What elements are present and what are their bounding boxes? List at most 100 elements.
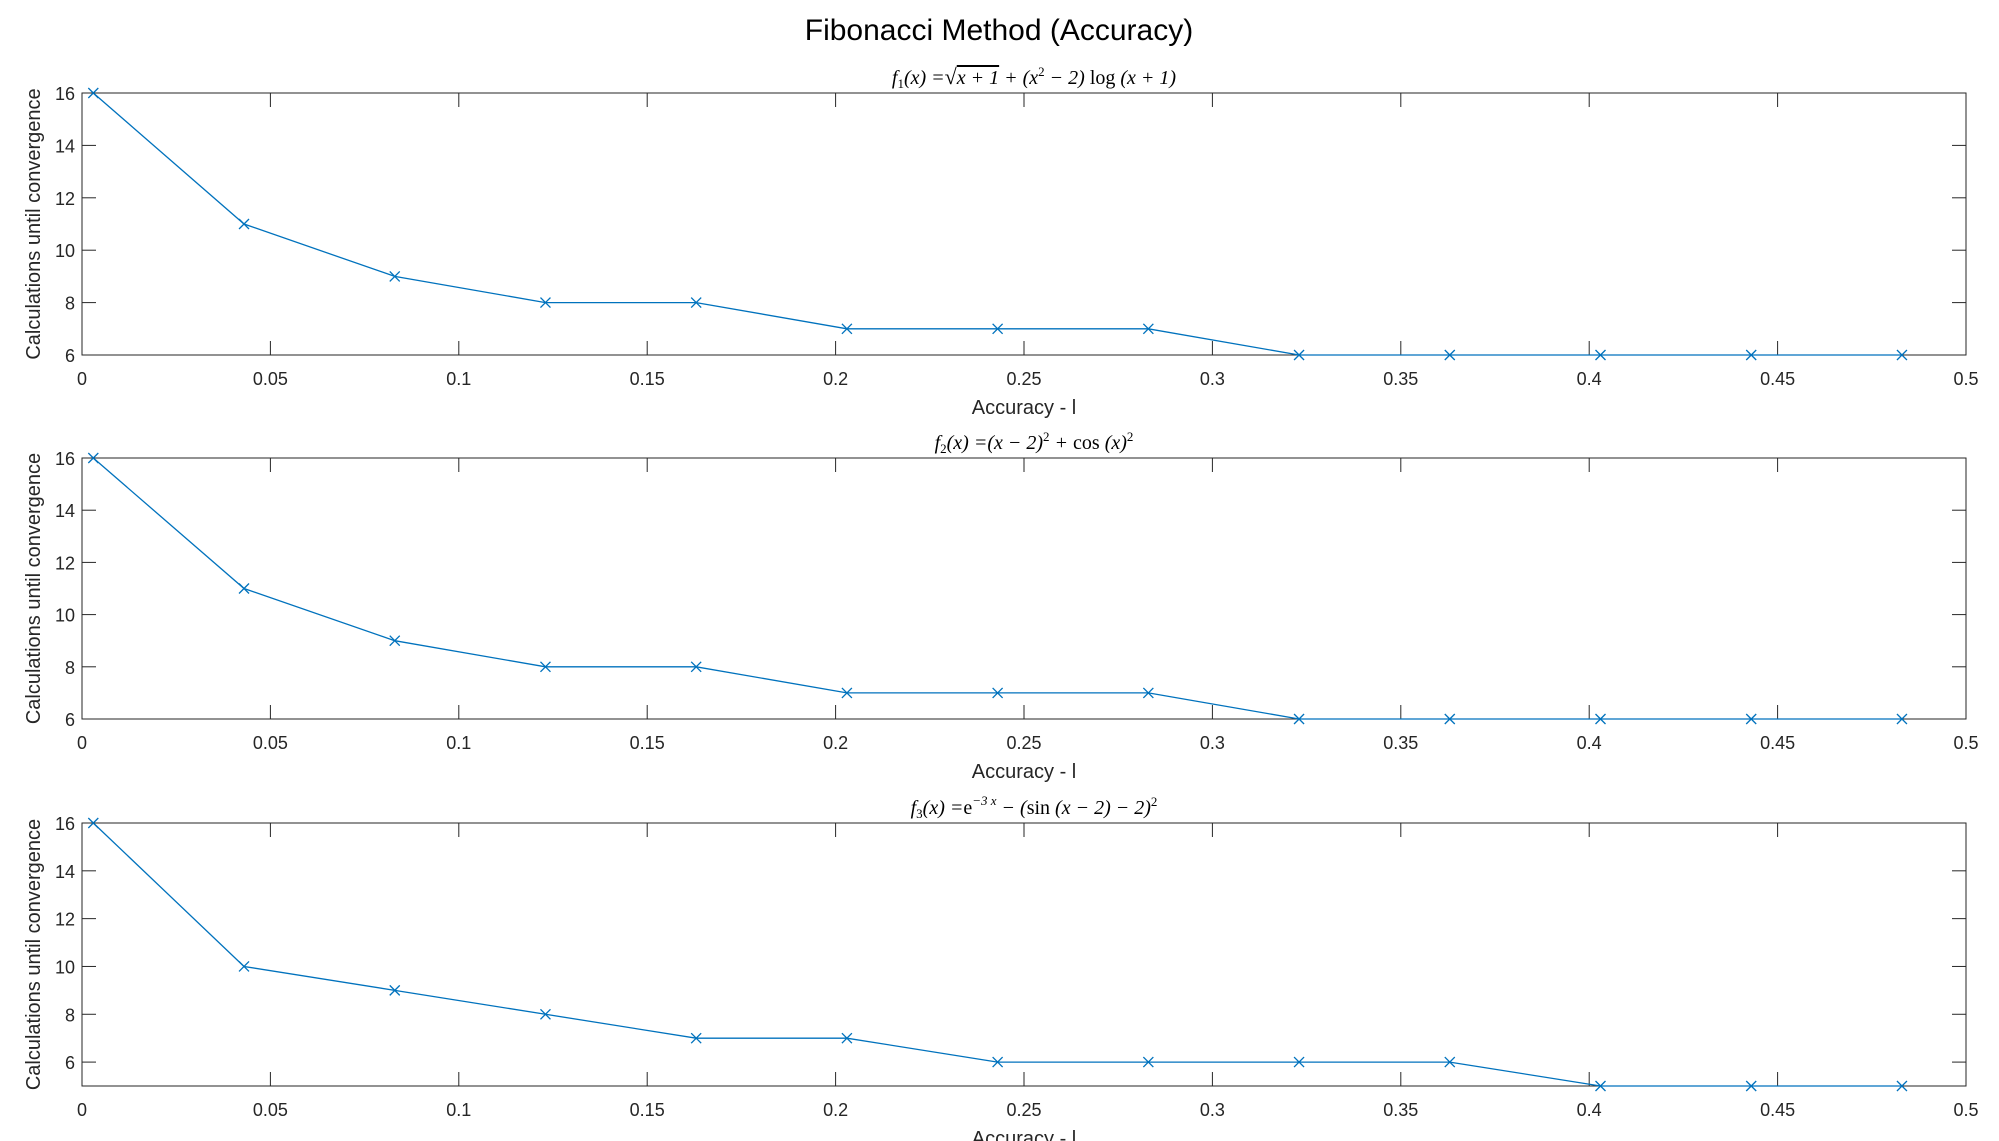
data-point-marker [1142, 1056, 1154, 1068]
data-point-marker [389, 270, 401, 282]
data-point-marker [1745, 349, 1757, 361]
marker-stroke [1595, 1080, 1606, 1092]
y-tick-label: 10 [55, 241, 75, 261]
marker-stroke [1595, 349, 1606, 361]
data-point-marker [992, 323, 1004, 335]
marker-stroke [1745, 1080, 1757, 1092]
x-tick-label: 0 [77, 1100, 87, 1120]
x-tick-label: 0.3 [1200, 369, 1225, 389]
x-tick-label: 0.5 [1953, 733, 1978, 753]
marker-stroke [1142, 323, 1154, 335]
x-axis-label: Accuracy - l [972, 397, 1076, 419]
x-tick-label: 0.35 [1383, 369, 1418, 389]
data-point-marker [1896, 713, 1908, 725]
data-point-marker [540, 661, 551, 673]
data-point-marker [841, 1032, 853, 1044]
y-tick-label: 6 [65, 710, 75, 730]
data-point-marker [841, 323, 853, 335]
marker-stroke [1142, 1056, 1154, 1068]
marker-stroke [841, 1032, 853, 1044]
subplot-title: f2(x) =(x − 2)2 + cos (x)2 [935, 429, 1134, 456]
x-tick-label: 0.4 [1577, 369, 1602, 389]
data-point-marker [992, 1056, 1004, 1068]
data-point-marker [1444, 1056, 1456, 1068]
subplot-1: 0 0.05 0.1 0.15 0.2 0.25 0.3 0.35 0.4 0.45 0.5 6 8 10… [23, 64, 1979, 419]
marker-stroke [87, 817, 99, 829]
y-tick-label: 10 [55, 606, 75, 626]
x-tick-label: 0.3 [1200, 733, 1225, 753]
x-tick-label: 0.2 [823, 1100, 848, 1120]
y-tick-label: 10 [55, 957, 75, 977]
marker-stroke [540, 297, 551, 309]
x-tick-label: 0.25 [1006, 1100, 1041, 1120]
y-tick-label: 6 [65, 346, 75, 366]
x-tick-label: 0.4 [1577, 733, 1602, 753]
y-tick-label: 14 [55, 501, 75, 521]
x-axis-label: Accuracy - l [972, 1128, 1076, 1141]
series-line [92, 457, 1902, 720]
y-tick-label: 16 [55, 449, 75, 469]
y-tick-label: 14 [55, 136, 75, 156]
marker-stroke [992, 687, 1004, 699]
marker-stroke [540, 661, 551, 673]
y-tick-label: 16 [55, 814, 75, 834]
x-tick-label: 0.4 [1577, 1100, 1602, 1120]
x-tick-label: 0.3 [1200, 1100, 1225, 1120]
series-line [92, 92, 1902, 356]
data-point-marker [1595, 1080, 1606, 1092]
x-tick-label: 0.15 [630, 733, 665, 753]
data-point-marker [389, 984, 401, 996]
marker-stroke [1142, 687, 1154, 699]
axes-box [81, 92, 1967, 356]
marker-stroke [1293, 349, 1305, 361]
marker-stroke [1745, 713, 1757, 725]
marker-stroke [690, 661, 702, 673]
marker-stroke [1444, 349, 1456, 361]
y-axis-label: Calculations until convergence [23, 453, 45, 724]
x-tick-label: 0.1 [446, 369, 471, 389]
marker-stroke [1293, 713, 1305, 725]
marker-stroke [1896, 349, 1908, 361]
y-axis-label: Calculations until convergence [23, 88, 45, 359]
marker-stroke [1595, 713, 1606, 725]
data-point-marker [1293, 349, 1305, 361]
y-tick-label: 8 [65, 658, 75, 678]
y-tick-label: 8 [65, 294, 75, 314]
marker-stroke [238, 218, 250, 230]
data-point-marker [540, 297, 551, 309]
data-point-marker [1444, 349, 1456, 361]
data-point-marker [238, 583, 250, 594]
data-point-marker [238, 960, 250, 972]
subplot-3: 0 0.05 0.1 0.15 0.2 0.25 0.3 0.35 0.4 0.45 0.5 6 8 10… [23, 793, 1979, 1141]
marker-stroke [1745, 349, 1757, 361]
marker-stroke [841, 687, 853, 699]
data-point-marker [1595, 713, 1606, 725]
data-point-marker [992, 687, 1004, 699]
marker-stroke [690, 1032, 702, 1044]
y-tick-label: 16 [55, 84, 75, 104]
x-tick-label: 0.45 [1760, 733, 1795, 753]
x-tick-label: 0 [77, 733, 87, 753]
marker-stroke [992, 323, 1004, 335]
data-point-marker [1142, 687, 1154, 699]
axes-box [81, 822, 1967, 1087]
marker-stroke [87, 87, 99, 99]
x-tick-label: 0.5 [1953, 1100, 1978, 1120]
data-point-marker [841, 687, 853, 699]
data-point-marker [87, 87, 99, 99]
data-point-marker [1745, 713, 1757, 725]
x-tick-label: 0.25 [1006, 369, 1041, 389]
marker-stroke [1293, 1056, 1305, 1068]
x-tick-label: 0.5 [1953, 369, 1978, 389]
marker-stroke [389, 635, 401, 647]
x-tick-label: 0.2 [823, 733, 848, 753]
data-point-marker [1745, 1080, 1757, 1092]
marker-stroke [389, 270, 401, 282]
x-tick-label: 0 [77, 369, 87, 389]
data-point-marker [1595, 349, 1606, 361]
y-tick-label: 6 [65, 1053, 75, 1073]
data-point-marker [87, 817, 99, 829]
marker-stroke [540, 1008, 551, 1020]
marker-stroke [1896, 713, 1908, 725]
data-point-marker [1293, 1056, 1305, 1068]
